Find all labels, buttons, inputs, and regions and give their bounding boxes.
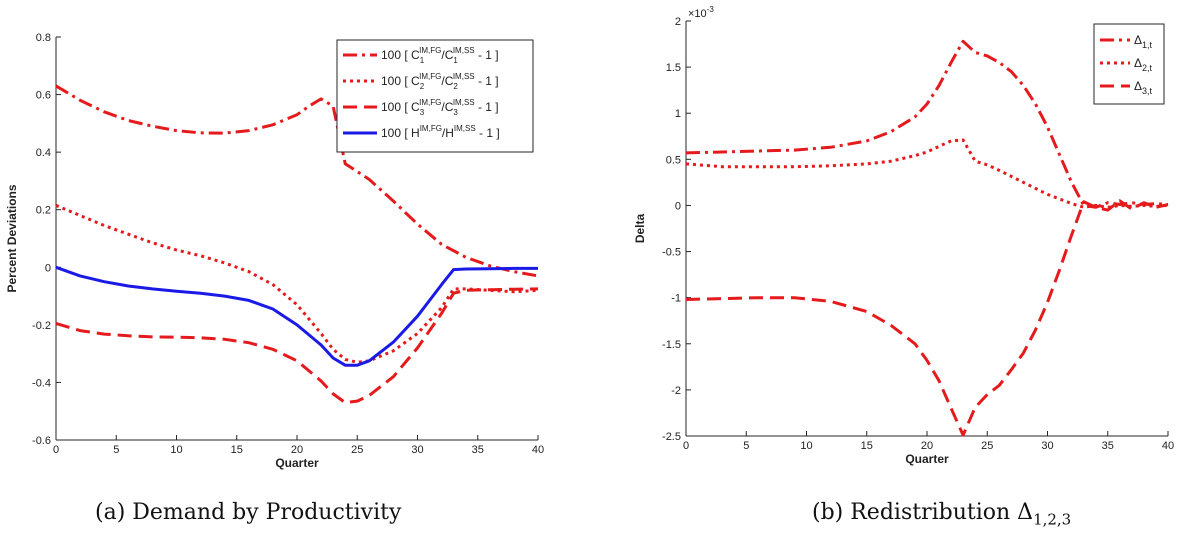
chart-a-legend-label-3: 100 [ C3IM,FG/C3IM,SS - 1 ] (381, 98, 499, 117)
legend-middle: /C (441, 48, 453, 62)
legend-superscript: IM,FG (420, 124, 442, 133)
legend-subscript: 1 (420, 56, 425, 65)
chart-b-y-tick-label: -0.5 (662, 247, 681, 259)
legend-superscript: IM,SS (453, 72, 475, 81)
chart-b-x-tick-label: 5 (743, 440, 749, 452)
chart-b-legend: Δ1,tΔ2,tΔ3,t (1093, 23, 1165, 105)
chart-a-x-axis-label: Quarter (275, 456, 319, 470)
legend-symbol: Δ (1134, 79, 1142, 93)
legend-suffix: - 1 ] (475, 48, 499, 62)
chart-a-legend-label-2: 100 [ C2IM,FG/C2IM,SS - 1 ] (381, 72, 499, 91)
chart-b-y-tick-label: -1 (671, 293, 681, 305)
chart-a-y-tick-label: 0.8 (36, 32, 51, 44)
chart-a-series-line-1 (55, 84, 539, 278)
legend-superscript: IM,SS (454, 124, 476, 133)
legend-subscript: 2,t (1142, 63, 1153, 73)
chart-b-x-tick-label: 30 (1041, 440, 1053, 452)
legend-prefix: 100 [ C (381, 48, 420, 62)
chart-b-x-tick-label: 35 (1102, 440, 1114, 452)
legend-symbol: Δ (1134, 33, 1142, 47)
chart-b-y-tick-label: -2 (671, 385, 681, 397)
chart-a-x-tick-label: 35 (472, 444, 484, 456)
chart-b-y-axis-label: Delta (633, 214, 647, 244)
chart-b-y-tick-label: 1 (675, 108, 681, 120)
chart-b-y-scale-exponent: -3 (707, 5, 715, 14)
caption-redistribution-subscript: 1,2,3 (1033, 510, 1072, 529)
chart-b-y-tick-label: 0 (675, 200, 681, 212)
chart-a-series-line-3 (55, 287, 539, 405)
chart-b-y-tick-label: -2.5 (662, 431, 681, 443)
legend-suffix: - 1 ] (476, 126, 500, 140)
chart-a-legend: 100 [ C1IM,FG/C1IM,SS - 1 ]100 [ C2IM,FG… (336, 39, 534, 153)
chart-b-x-tick-label: 0 (683, 440, 689, 452)
legend-symbol: Δ (1134, 56, 1142, 70)
legend-suffix: - 1 ] (475, 74, 499, 88)
chart-b-x-axis-label: Quarter (905, 452, 949, 466)
chart-b-legend-label-3: Δ3,t (1134, 79, 1153, 96)
legend-subscript: 3 (453, 108, 458, 117)
legend-prefix: 100 [ H (381, 126, 420, 140)
chart-a-y-tick-label: 0.4 (36, 147, 51, 159)
chart-b-y-scale-multiplier: ×10-3 (688, 5, 714, 20)
legend-middle: /C (441, 74, 453, 88)
chart-a-x-tick-label: 15 (231, 444, 243, 456)
chart-a-y-tick-label: 0.2 (36, 205, 51, 217)
caption-redistribution: (b) Redistribution Δ1,2,3 (812, 500, 1071, 528)
chart-b-x-tick-label: 15 (861, 440, 873, 452)
chart-redistribution: 0 5 10 15 20 25 30 35 40 -2.5 -2 -1.5 -1 -0.5 0 0.5 1 1.5… (633, 5, 1174, 466)
legend-middle: /C (441, 100, 453, 114)
legend-prefix: 100 [ C (381, 74, 420, 88)
chart-a-series-line-2 (55, 204, 539, 364)
chart-b-series-line-1 (685, 39, 1169, 209)
chart-a-x-tick-label: 10 (170, 444, 182, 456)
caption-demand-by-productivity: (a) Demand by Productivity (95, 500, 402, 525)
chart-a-y-tick-label: -0.2 (32, 320, 51, 332)
chart-a-y-axis-label: Percent Deviations (5, 184, 19, 292)
legend-subscript: 1 (453, 56, 458, 65)
chart-a-legend-box (336, 39, 534, 153)
chart-a-legend-label-1: 100 [ C1IM,FG/C1IM,SS - 1 ] (381, 46, 499, 65)
chart-b-series-line-2 (685, 138, 1169, 209)
chart-a-x-tick-label: 25 (351, 444, 363, 456)
chart-b-legend-label-2: Δ2,t (1134, 56, 1153, 73)
chart-b-x-tick-label: 10 (800, 440, 812, 452)
chart-b-x-tick-label: 25 (981, 440, 993, 452)
legend-subscript: 3,t (1142, 86, 1153, 96)
legend-superscript: IM,SS (453, 46, 475, 55)
legend-prefix: 100 [ C (381, 100, 420, 114)
legend-subscript: 2 (453, 82, 458, 91)
chart-a-y-tick-label: 0.6 (36, 90, 51, 102)
chart-a-y-tick-label: 0 (45, 262, 51, 274)
chart-b-y-tick-label: 0.5 (666, 154, 681, 166)
chart-b-y-tick-label: 2 (675, 16, 681, 28)
legend-subscript: 1,t (1142, 40, 1153, 50)
chart-demand-by-productivity: 0 5 10 15 20 25 30 35 40 -0.6 -0.4 -0.2 0 0.2 0.4 0.6 0.… (5, 32, 544, 470)
caption-redistribution-text: (b) Redistribution Δ (812, 500, 1034, 525)
legend-superscript: IM,FG (419, 72, 441, 81)
chart-b-legend-label-1: Δ1,t (1134, 33, 1153, 50)
chart-a-x-tick-label: 0 (53, 444, 59, 456)
chart-a-x-tick-label: 20 (291, 444, 303, 456)
chart-a-legend-label-4: 100 [ HIM,FG/HIM,SS - 1 ] (381, 124, 500, 140)
chart-b-y-scale-base: ×10 (688, 8, 707, 20)
chart-a-y-tick-label: -0.4 (32, 377, 51, 389)
chart-a-x-tick-label: 5 (113, 444, 119, 456)
chart-b-x-tick-label: 20 (921, 440, 933, 452)
chart-a-series-line-4 (55, 265, 538, 367)
legend-superscript: IM,SS (453, 98, 475, 107)
chart-a-x-tick-label: 40 (532, 444, 544, 456)
chart-a-x-tick-label: 30 (411, 444, 423, 456)
legend-suffix: - 1 ] (475, 100, 499, 114)
legend-superscript: IM,FG (419, 46, 441, 55)
chart-b-x-tick-label: 40 (1162, 440, 1174, 452)
chart-b-y-tick-label: -1.5 (662, 339, 681, 351)
chart-b-y-tick-label: 1.5 (666, 62, 681, 74)
chart-a-y-tick-label: -0.6 (32, 435, 51, 447)
legend-middle: /H (442, 126, 454, 140)
legend-subscript: 3 (420, 108, 425, 117)
legend-subscript: 2 (420, 82, 425, 91)
chart-b-series-line-3 (685, 199, 1169, 437)
legend-superscript: IM,FG (419, 98, 441, 107)
